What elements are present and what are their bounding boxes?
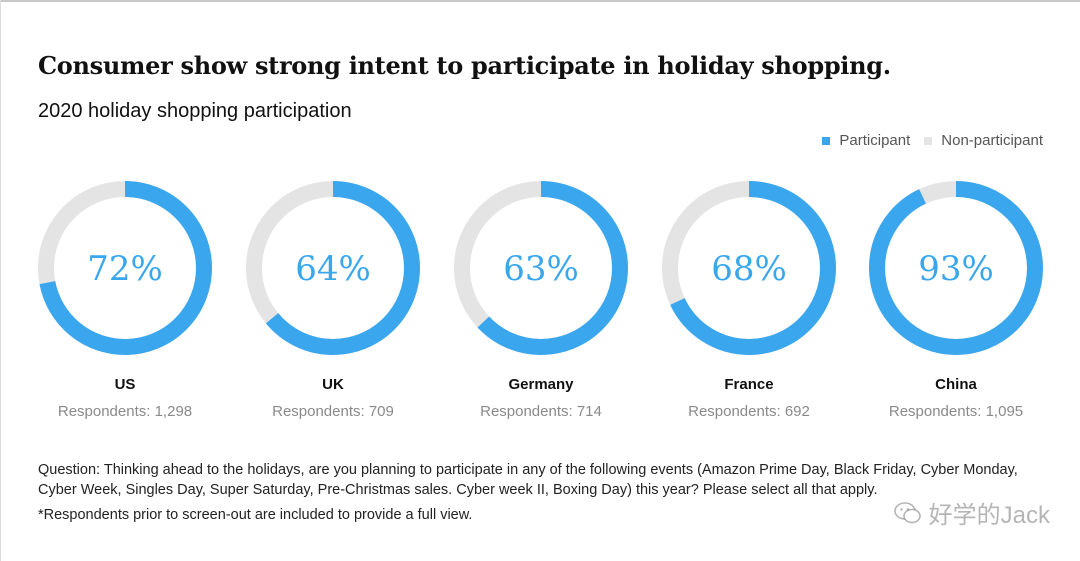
legend-label-non-participant: Non-participant bbox=[941, 132, 1043, 149]
chart-title: Consumer show strong intent to participa… bbox=[38, 51, 891, 80]
donut-arc-china bbox=[869, 181, 1043, 355]
donut-arc-germany bbox=[454, 181, 628, 355]
legend-swatch-participant bbox=[822, 136, 831, 145]
legend-swatch-non-participant bbox=[924, 136, 933, 145]
value-label-china: 93% bbox=[918, 249, 994, 289]
respondents-label-france: Respondents: 692 bbox=[688, 403, 810, 420]
donut-germany: 63% Germany Respondents: 714 bbox=[454, 181, 628, 420]
respondents-footnote: *Respondents prior to screen-out are inc… bbox=[38, 507, 473, 523]
country-label-france: France bbox=[724, 376, 773, 393]
legend-item-non-participant: Non-participant bbox=[924, 132, 1043, 149]
country-label-uk: UK bbox=[322, 376, 344, 393]
value-label-us: 72% bbox=[87, 249, 163, 289]
country-label-us: US bbox=[115, 376, 136, 393]
chart-subtitle: 2020 holiday shopping participation bbox=[38, 100, 352, 122]
value-label-france: 68% bbox=[711, 249, 787, 289]
legend-label-participant: Participant bbox=[839, 132, 911, 149]
donut-charts: 72% US Respondents: 1,298 64% UK Respondents:… bbox=[38, 181, 1043, 420]
donut-us: 72% US Respondents: 1,298 bbox=[38, 181, 212, 420]
donut-uk: 64% UK Respondents: 709 bbox=[246, 181, 420, 420]
top-border bbox=[0, 0, 1080, 2]
donut-china: 93% China Respondents: 1,095 bbox=[869, 181, 1043, 420]
watermark-text: 好学的Jack bbox=[928, 502, 1050, 529]
donut-arc-us bbox=[38, 181, 212, 355]
watermark: 好学的Jack bbox=[893, 495, 1050, 530]
donut-arc-france bbox=[662, 181, 836, 355]
legend-item-participant: Participant bbox=[822, 132, 910, 149]
wechat-icon bbox=[893, 501, 921, 523]
country-label-china: China bbox=[935, 376, 977, 393]
respondents-label-germany: Respondents: 714 bbox=[480, 403, 602, 420]
legend: Participant Non-participant bbox=[808, 132, 1043, 149]
respondents-label-us: Respondents: 1,298 bbox=[58, 403, 192, 420]
respondents-label-china: Respondents: 1,095 bbox=[889, 403, 1023, 420]
question-footnote: Question: Thinking ahead to the holidays… bbox=[38, 462, 1018, 498]
donut-arc-uk bbox=[246, 181, 420, 355]
donut-france: 68% France Respondents: 692 bbox=[662, 181, 836, 420]
respondents-label-uk: Respondents: 709 bbox=[272, 403, 394, 420]
left-border bbox=[0, 0, 1, 561]
value-label-germany: 63% bbox=[503, 249, 579, 289]
value-label-uk: 64% bbox=[295, 249, 371, 289]
country-label-germany: Germany bbox=[508, 376, 574, 393]
